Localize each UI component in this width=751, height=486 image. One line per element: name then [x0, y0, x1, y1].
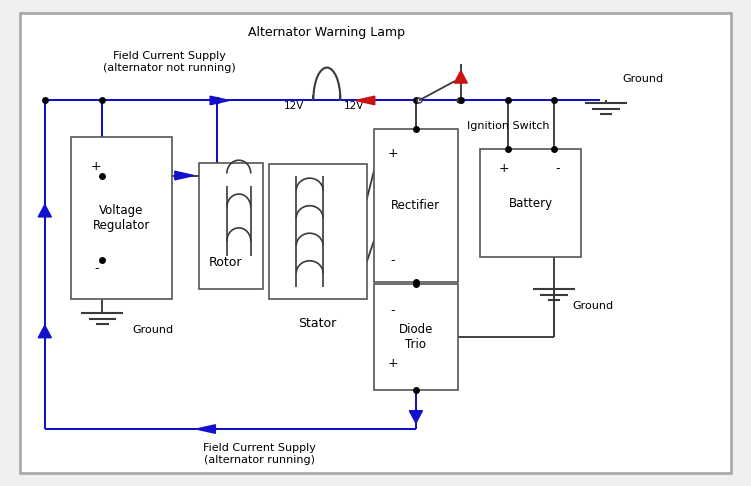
Polygon shape: [175, 171, 194, 180]
Text: Voltage
Regulator: Voltage Regulator: [93, 204, 150, 232]
Text: +: +: [499, 162, 509, 175]
Text: Field Current Supply
(alternator running): Field Current Supply (alternator running…: [203, 443, 316, 465]
Text: Rotor: Rotor: [208, 256, 242, 269]
Polygon shape: [196, 425, 216, 434]
Polygon shape: [38, 205, 51, 217]
Text: 12V: 12V: [284, 101, 304, 111]
Polygon shape: [355, 96, 375, 104]
Text: Diode
Trio: Diode Trio: [399, 323, 433, 351]
Text: Ground: Ground: [573, 301, 614, 311]
Text: 12V: 12V: [344, 101, 364, 111]
Text: Ground: Ground: [132, 325, 173, 335]
Bar: [71, 137, 172, 298]
Text: -: -: [556, 162, 560, 175]
Text: Ignition Switch: Ignition Switch: [467, 121, 549, 131]
Bar: [480, 149, 581, 258]
Text: Rectifier: Rectifier: [391, 199, 441, 212]
FancyBboxPatch shape: [20, 14, 731, 472]
Text: Alternator Warning Lamp: Alternator Warning Lamp: [249, 26, 406, 39]
Bar: [374, 129, 458, 282]
Text: +: +: [388, 147, 398, 160]
Text: +: +: [91, 160, 101, 174]
Text: -: -: [391, 254, 395, 267]
Bar: [374, 284, 458, 390]
Text: Battery: Battery: [508, 197, 553, 209]
Text: -: -: [94, 262, 98, 275]
Text: -: -: [391, 304, 395, 317]
Polygon shape: [210, 96, 229, 104]
Bar: [269, 164, 366, 299]
Polygon shape: [454, 70, 467, 83]
Text: Stator: Stator: [298, 317, 336, 330]
Text: Ground: Ground: [623, 74, 664, 84]
Bar: [199, 163, 264, 289]
Text: Field Current Supply
(alternator not running): Field Current Supply (alternator not run…: [104, 51, 236, 72]
Polygon shape: [409, 411, 423, 423]
Polygon shape: [38, 325, 51, 338]
Text: +: +: [388, 357, 398, 370]
